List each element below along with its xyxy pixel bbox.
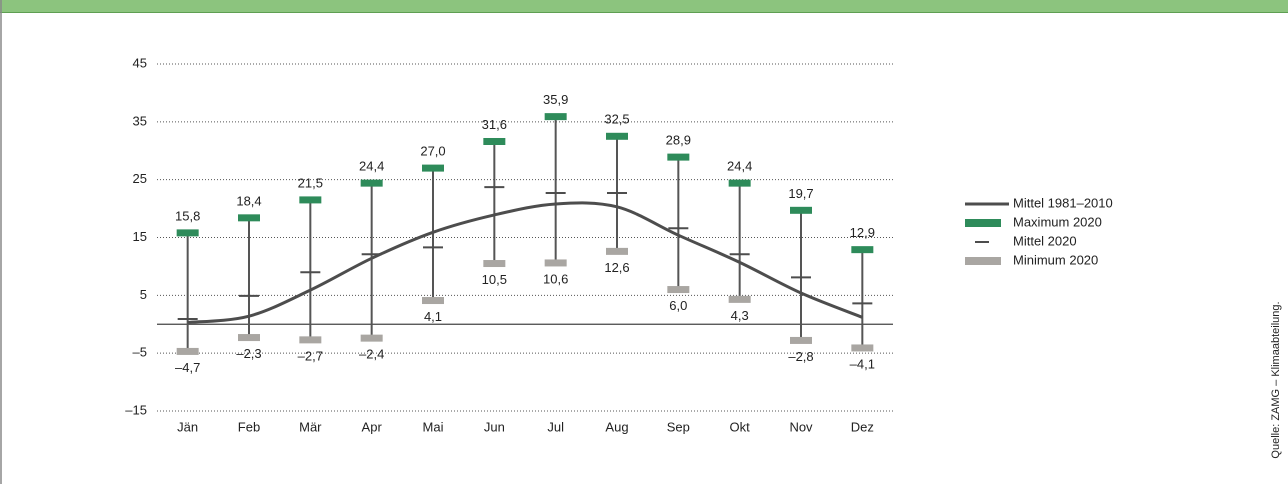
y-tick-label: 5 bbox=[140, 287, 147, 302]
data-label: –4,1 bbox=[850, 356, 875, 371]
value-marker bbox=[790, 336, 812, 344]
legend-label: Mittel 1981–2010 bbox=[1013, 195, 1113, 210]
value-marker bbox=[483, 137, 506, 145]
mean-line bbox=[187, 201, 863, 325]
value-marker bbox=[176, 347, 199, 355]
data-label: –2,8 bbox=[788, 349, 813, 364]
source: Quelle: ZAMG – Klimaabteilung. bbox=[1270, 301, 1282, 458]
value-marker bbox=[483, 260, 506, 268]
legend-label: Mittel 2020 bbox=[1013, 233, 1077, 248]
value-marker bbox=[176, 229, 199, 237]
value-marker bbox=[851, 344, 874, 352]
data-label: 4,1 bbox=[424, 309, 442, 324]
x-tick-label: Jul bbox=[547, 419, 564, 434]
y-tick-label: –15 bbox=[125, 402, 147, 417]
data-label: 18,4 bbox=[236, 193, 261, 208]
value-marker bbox=[422, 297, 444, 305]
value-marker bbox=[299, 196, 322, 204]
data-label: –2,3 bbox=[236, 346, 261, 361]
data-label: 4,3 bbox=[731, 308, 749, 323]
value-marker bbox=[360, 179, 383, 187]
value-marker bbox=[728, 179, 751, 187]
x-tick-label: Jän bbox=[177, 419, 198, 434]
x-tick-label: Nov bbox=[789, 419, 813, 434]
y-tick-label: 15 bbox=[133, 229, 147, 244]
data-label: 24,4 bbox=[727, 159, 752, 174]
value-marker bbox=[360, 334, 383, 342]
value-marker bbox=[606, 247, 628, 255]
x-tick-label: Aug bbox=[605, 419, 628, 434]
data-label: 19,7 bbox=[788, 186, 813, 201]
x-tick-label: Sep bbox=[667, 419, 690, 434]
value-marker bbox=[299, 336, 322, 344]
y-tick-label: 35 bbox=[133, 113, 147, 128]
value-marker bbox=[238, 334, 260, 342]
value-marker bbox=[606, 132, 628, 140]
x-tick-label: Apr bbox=[362, 419, 383, 434]
x-tick-label: Dez bbox=[851, 419, 874, 434]
data-label: 10,6 bbox=[543, 271, 568, 286]
value-marker bbox=[728, 295, 751, 303]
data-label: –2,7 bbox=[298, 348, 323, 363]
data-label: 24,4 bbox=[359, 159, 384, 174]
value-marker bbox=[238, 214, 260, 222]
data-label: 35,9 bbox=[543, 92, 568, 107]
data-label: 28,9 bbox=[666, 133, 691, 148]
legend-label: Maximum 2020 bbox=[1013, 214, 1102, 229]
data-label: 6,0 bbox=[669, 298, 687, 313]
value-marker bbox=[851, 246, 874, 254]
data-label: 27,0 bbox=[420, 144, 445, 159]
value-marker bbox=[422, 164, 444, 172]
data-label: –2,4 bbox=[359, 347, 384, 362]
y-tick-label: –5 bbox=[133, 345, 147, 360]
x-tick-label: Mär bbox=[299, 419, 322, 434]
y-tick-label: 45 bbox=[133, 55, 147, 70]
value-marker bbox=[667, 286, 690, 294]
data-label: 12,6 bbox=[604, 260, 629, 275]
legend-swatch bbox=[965, 257, 1001, 265]
data-label: 31,6 bbox=[482, 117, 507, 132]
data-label: 10,5 bbox=[482, 272, 507, 287]
data-label: 32,5 bbox=[604, 112, 629, 127]
value-marker bbox=[544, 259, 567, 267]
x-tick-label: Jun bbox=[484, 419, 505, 434]
data-label: 12,9 bbox=[850, 225, 875, 240]
value-marker bbox=[544, 113, 567, 121]
x-tick-label: Okt bbox=[730, 419, 751, 434]
header-band bbox=[0, 0, 1288, 12]
x-tick-label: Mai bbox=[423, 419, 444, 434]
legend-label: Minimum 2020 bbox=[1013, 252, 1098, 267]
data-label: –4,7 bbox=[175, 360, 200, 375]
value-marker bbox=[667, 153, 690, 161]
x-tick-label: Feb bbox=[238, 419, 260, 434]
data-label: 21,5 bbox=[298, 175, 323, 190]
value-marker bbox=[790, 206, 812, 214]
data-label: 15,8 bbox=[175, 208, 200, 223]
legend-swatch bbox=[965, 219, 1001, 227]
y-tick-label: 25 bbox=[133, 171, 147, 186]
